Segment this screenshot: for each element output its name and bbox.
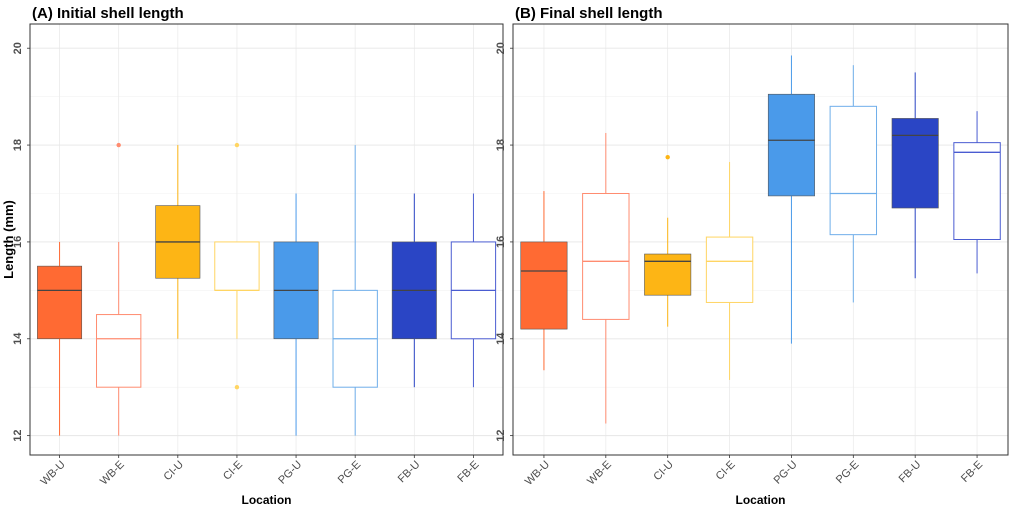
x-axis-title: Location [736,493,786,507]
box-PG-U [767,93,815,197]
box-WB-U [520,241,568,330]
x-tick-label: WB-U [38,459,67,488]
x-axis-title: Location [242,493,292,507]
x-tick-label: FB-U [897,459,924,486]
box-CI-E [705,236,754,303]
outlier-point-CI-U [665,154,670,160]
panel-border [29,23,504,456]
x-tick-label: CI-E [714,459,738,483]
y-tick-label: 12 [12,430,24,442]
y-tick-label: 18 [495,139,507,151]
x-tick-label: WB-E [98,459,127,488]
x-tick-label: PG-E [834,459,862,487]
box-PG-E [829,105,878,236]
box-WB-U [37,265,83,340]
x-tick-label: PG-U [772,459,800,487]
y-tick-label: 14 [495,332,507,345]
panel-border [512,23,1009,456]
x-tick-label: CI-E [221,459,245,483]
x-tick-label: CI-U [651,459,676,484]
x-tick-label: WB-U [523,459,552,488]
x-tick-label: FB-E [959,459,985,485]
x-tick-label: PG-E [336,459,364,487]
outlier-point-WB-E [116,142,121,148]
box-FB-U [891,118,939,209]
y-axis-title: Length (mm) [1,200,16,279]
x-tick-label: WB-E [585,459,614,488]
y-tick-label: 14 [12,332,24,345]
outlier-point-CI-E [234,385,240,390]
y-tick-label: 18 [12,139,24,151]
box-CI-E [214,241,260,291]
x-tick-label: CI-U [161,459,186,484]
y-tick-label: 20 [495,42,507,54]
x-tick-label: FB-E [455,459,481,485]
y-tick-label: 12 [495,430,507,442]
x-tick-label: FB-U [396,459,423,486]
x-tick-label: PG-U [276,459,304,487]
box-WB-E [96,314,142,388]
y-tick-label: 16 [495,236,507,248]
outlier-point-CI-E [234,142,240,148]
y-tick-label: 20 [12,42,24,54]
box-CI-U [644,253,692,296]
y-tick-label: 16 [12,236,24,248]
panel-title: (A) Initial shell length [32,5,184,22]
box-WB-E [582,192,630,320]
box-FB-E [953,142,1001,241]
panel-title: (B) Final shell length [515,5,663,22]
